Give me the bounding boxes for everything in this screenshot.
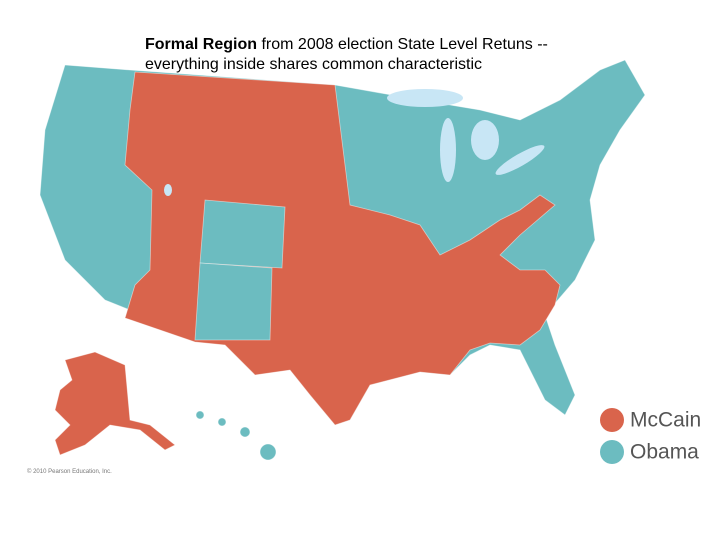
colorado <box>199 199 286 269</box>
great-lakes <box>164 89 545 196</box>
new-mexico <box>194 262 273 341</box>
copyright: © 2010 Pearson Education, Inc. <box>27 468 112 475</box>
caption: Formal Region from 2008 election State L… <box>145 35 625 75</box>
legend-swatch <box>600 440 624 464</box>
legend-swatch <box>600 408 624 432</box>
alaska <box>54 351 176 456</box>
hawaii <box>195 410 205 420</box>
lake <box>387 89 463 107</box>
caption-text: from 2008 election State Level Retuns --… <box>145 36 548 73</box>
lake <box>495 145 545 175</box>
hawaii <box>217 417 227 427</box>
us-map <box>39 59 646 461</box>
hawaii <box>239 426 251 438</box>
hawaii <box>259 443 277 461</box>
lake <box>164 184 172 196</box>
lake <box>471 120 499 160</box>
legend-label: Obama <box>630 441 699 464</box>
legend-label: McCain <box>630 409 701 432</box>
caption-bold: Formal Region <box>145 36 258 53</box>
lake <box>440 118 456 182</box>
